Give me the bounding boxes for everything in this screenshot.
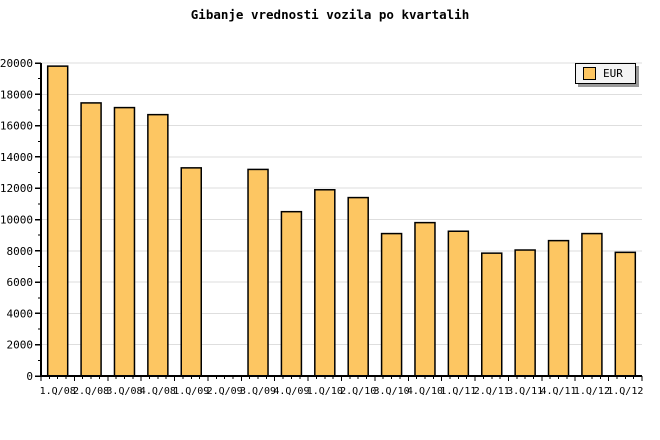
chart-title: Gibanje vrednosti vozila po kvartalih [190, 7, 470, 22]
legend-label-eur: EUR [603, 67, 623, 80]
bar-1.Q/12 [614, 251, 637, 377]
bar-4.Q/09 [280, 210, 303, 377]
x-tick-label: 4.Q/10 [407, 386, 443, 397]
x-tick-label: 1.Q/10 [307, 386, 343, 397]
x-tick-label: 2.Q/08 [73, 386, 109, 397]
bar-2.Q/10 [347, 196, 369, 377]
y-tick-label: 4000 [7, 307, 34, 320]
x-tick-label: 2.Q/09 [207, 386, 243, 397]
bar-1.Q/12 [581, 232, 603, 377]
bar-2.Q/11 [481, 252, 503, 377]
x-tick-label: 3.Q/11 [507, 386, 543, 397]
x-tick-label: 3.Q/10 [374, 386, 410, 397]
y-tick-label: 8000 [7, 245, 34, 258]
bar-4.Q/08 [147, 113, 169, 377]
bar-3.Q/10 [380, 232, 403, 377]
bar-1.Q/08 [46, 65, 69, 377]
legend-swatch-eur [583, 67, 596, 80]
x-tick-label: 1.Q/11 [440, 386, 476, 397]
y-tick-label: 0 [26, 370, 33, 383]
x-tick-label: 3.Q/08 [106, 386, 142, 397]
x-tick-label: 3.Q/09 [240, 386, 276, 397]
x-tick-label: 4.Q/08 [140, 386, 176, 397]
x-tick-label: 2.Q/10 [340, 386, 376, 397]
y-tick-label: 18000 [0, 88, 33, 101]
y-tick-label: 16000 [0, 120, 33, 133]
y-tick-label: 14000 [0, 151, 33, 164]
y-tick-label: 6000 [7, 276, 34, 289]
bar-4.Q/10 [414, 221, 436, 377]
x-tick-label: 1.Q/09 [173, 386, 209, 397]
bar-4.Q/11 [547, 239, 570, 377]
x-tick-label: 1.Q/12 [607, 386, 643, 397]
bar-3.Q/11 [514, 249, 536, 377]
legend-box: EUR [575, 63, 636, 84]
x-tick-label: 4.Q/11 [540, 386, 576, 397]
y-tick-label: 12000 [0, 182, 33, 195]
x-tick-label: 4.Q/09 [273, 386, 309, 397]
x-tick-label: 2.Q/11 [474, 386, 510, 397]
bar-3.Q/09 [247, 168, 269, 377]
bar-1.Q/10 [314, 189, 336, 377]
y-tick-label: 10000 [0, 214, 33, 227]
y-tick-label: 2000 [7, 339, 34, 352]
bar-2.Q/08 [80, 102, 102, 377]
x-tick-label: 1.Q/08 [40, 386, 76, 397]
bar-1.Q/11 [447, 230, 470, 377]
bar-3.Q/08 [113, 106, 136, 377]
y-tick-label: 20000 [0, 57, 33, 70]
bar-1.Q/09 [180, 167, 202, 377]
x-tick-label: 1.Q/12 [574, 386, 610, 397]
